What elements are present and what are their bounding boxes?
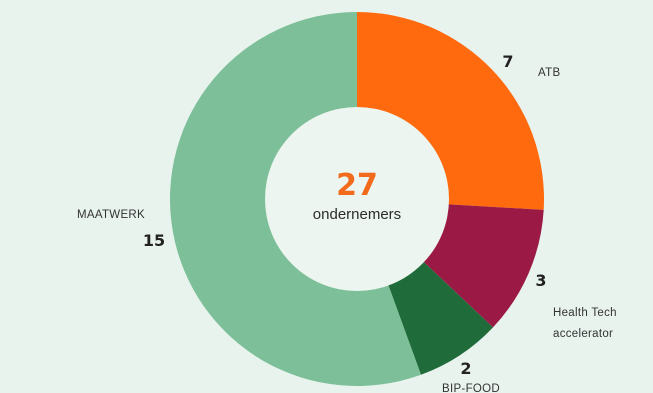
slice-label-bip-food: BIP-FOOD [442,383,500,393]
slice-label-atb: ATB [538,67,560,79]
slice-label-health-tech-line2: accelerator [553,328,613,340]
center-total-value: 27 [336,168,378,203]
slice-value-health-tech: 3 [535,271,546,290]
slice-value-atb: 7 [502,52,513,71]
slice-label-maatwerk: MAATWERK [77,209,145,221]
slice-label-health-tech-line1: Health Tech [553,307,617,319]
donut-hole [265,107,449,291]
slice-value-maatwerk: 15 [143,231,165,250]
center-total-label: ondernemers [313,206,401,223]
slice-value-bip-food: 2 [460,359,471,378]
